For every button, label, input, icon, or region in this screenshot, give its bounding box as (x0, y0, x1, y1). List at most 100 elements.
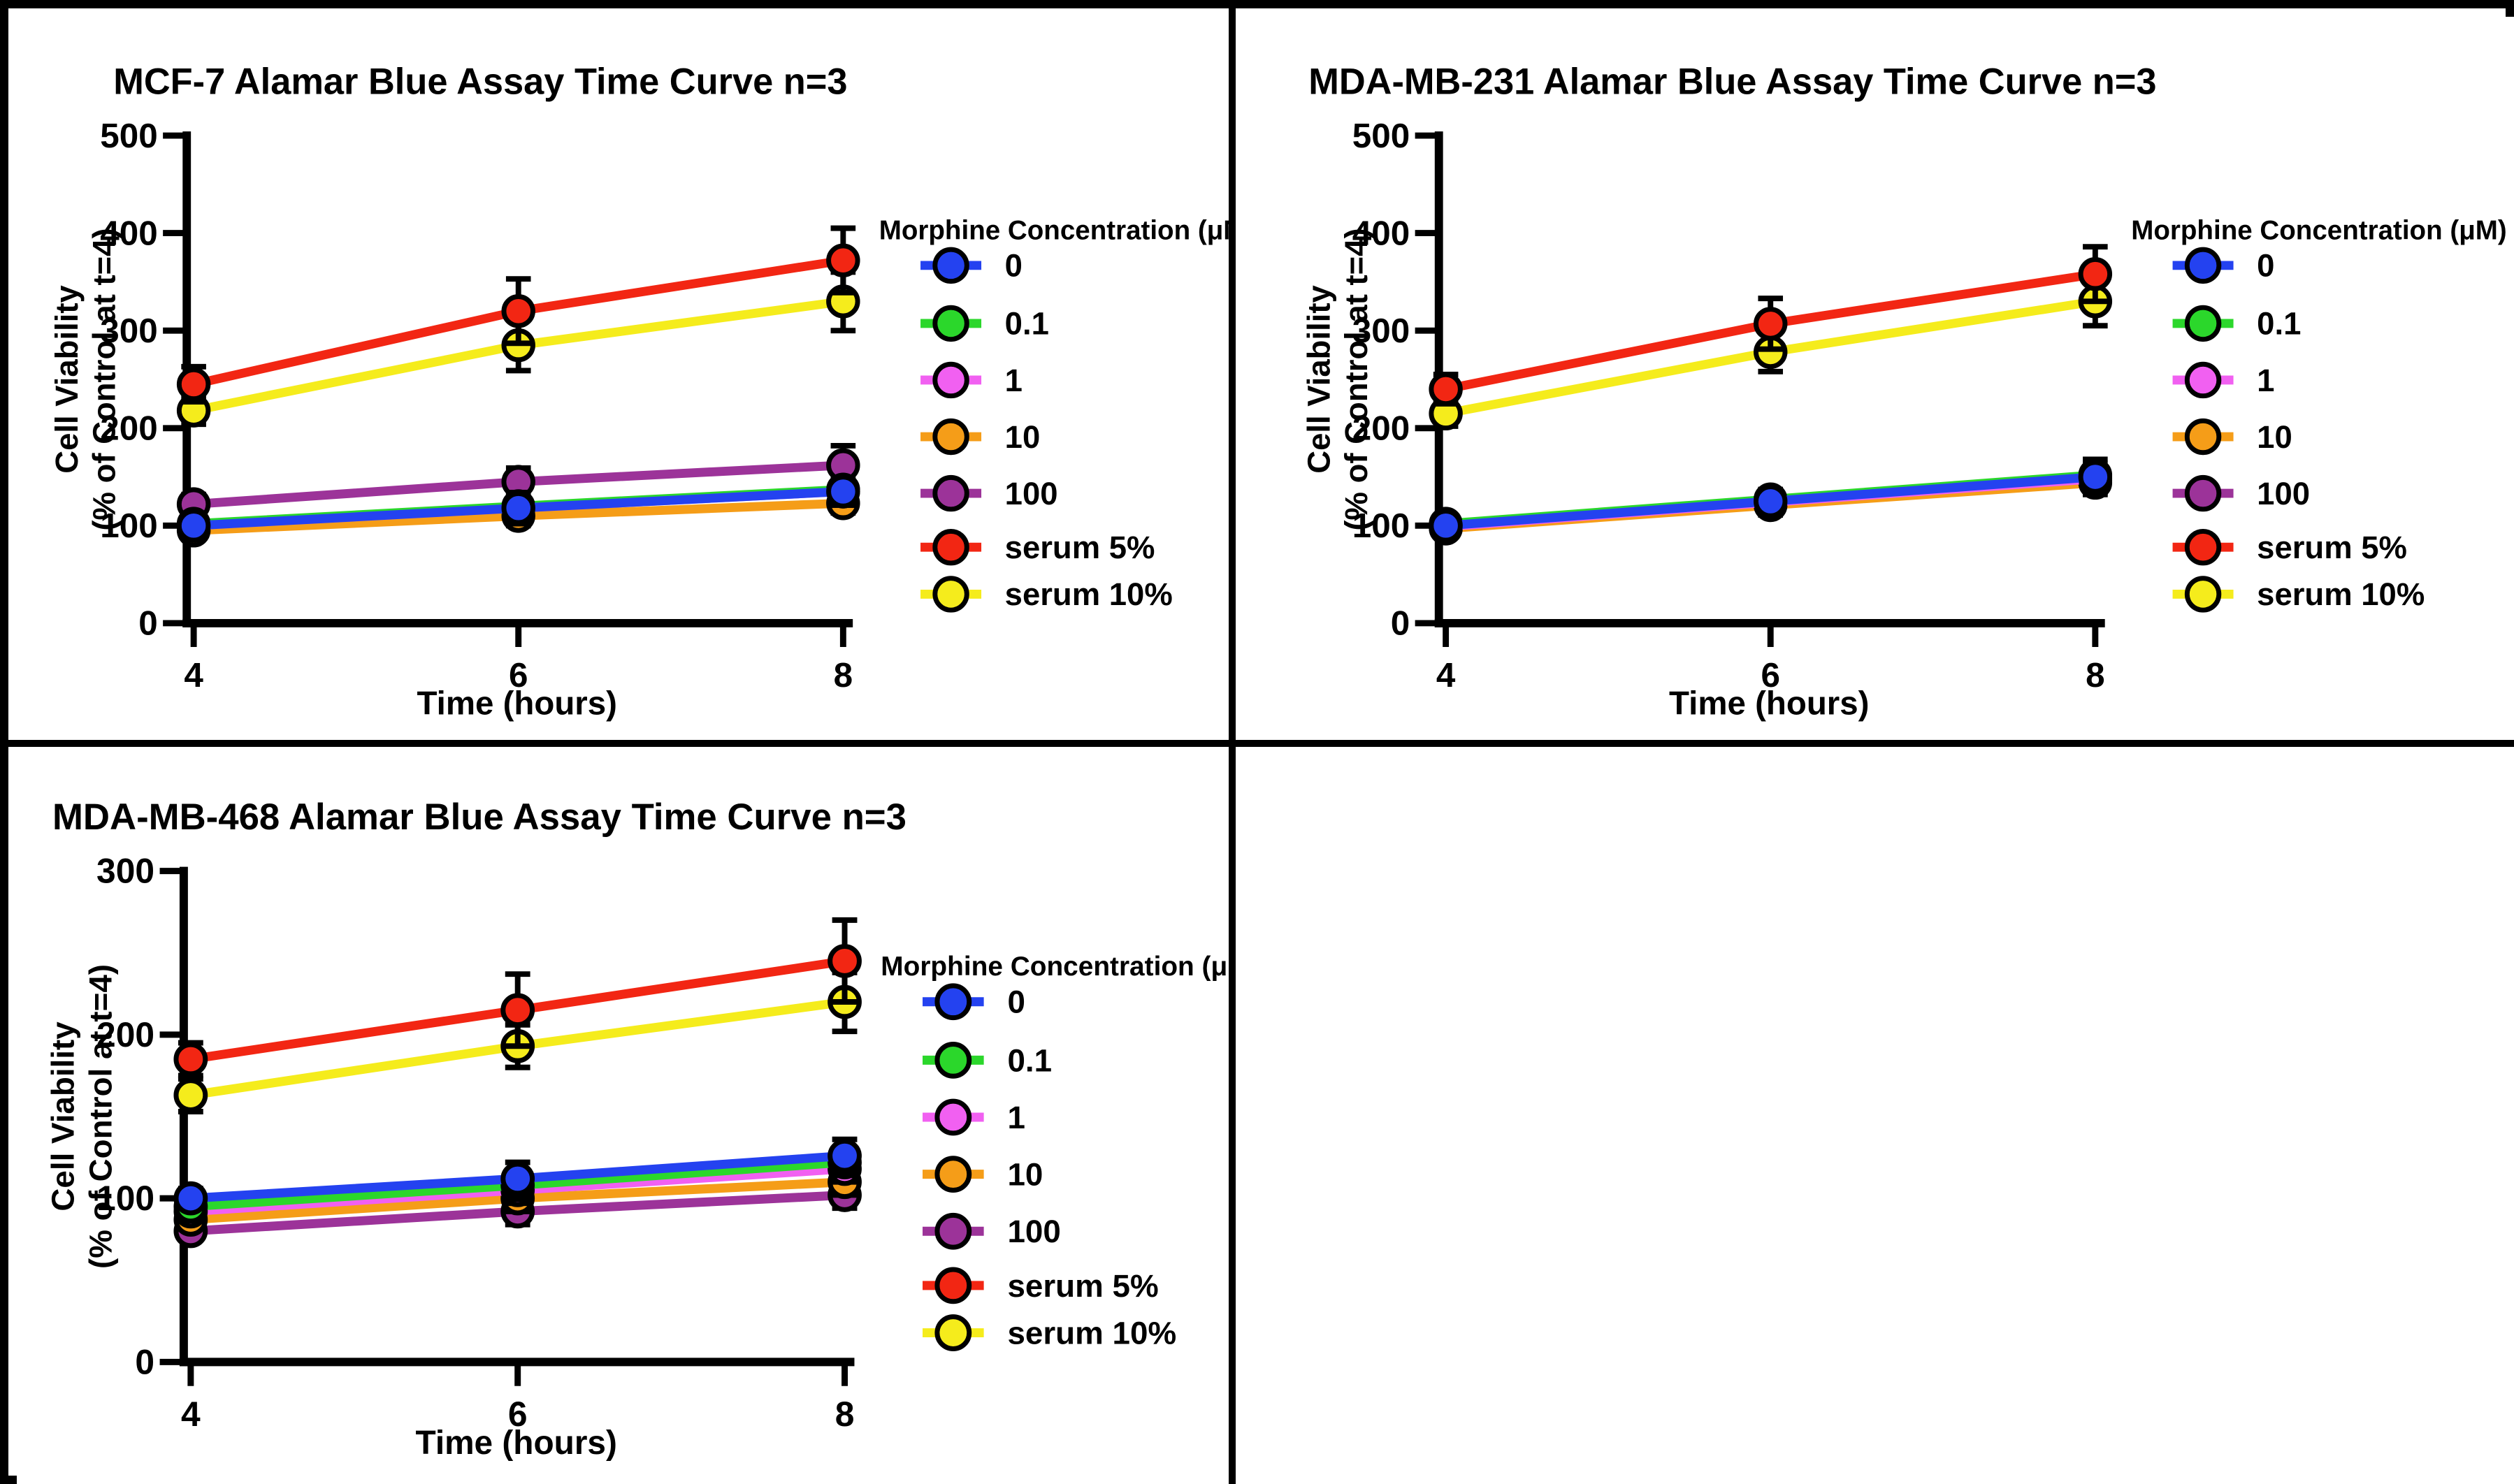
legend-title: Morphine Concentration (μM) (2131, 215, 2507, 245)
legend-label: 0.1 (1005, 306, 1049, 342)
legend-title: Morphine Concentration (μM) (881, 952, 1229, 982)
axes (1415, 131, 2105, 648)
series-serum 5% (1429, 244, 2113, 407)
series-0 (173, 1136, 862, 1216)
legend: Morphine Concentration (μM)0 0.1 1 10 100 ser… (879, 215, 1229, 613)
data-point-marker (173, 1181, 208, 1216)
data-point-marker (2078, 460, 2113, 494)
x-axis-tick-label: 8 (835, 1395, 855, 1434)
legend-label: serum 5% (1005, 530, 1155, 565)
legend: Morphine Concentration (μM)0 0.1 1 10 100 ser… (2131, 215, 2507, 613)
data-point-marker (828, 1138, 862, 1173)
data-point-marker (176, 367, 211, 402)
legend-label: 0.1 (2257, 306, 2301, 342)
x-axis-tick-label: 8 (2086, 656, 2104, 694)
legend-marker-icon (2184, 576, 2222, 613)
legend-label: serum 10% (1007, 1315, 1176, 1351)
y-axis-tick-label: 0 (138, 604, 157, 643)
legend-marker-icon (932, 529, 969, 566)
y-axis-tick-label: 300 (100, 312, 157, 350)
y-axis-tick-label: 200 (96, 1015, 154, 1054)
horizontal-divider (8, 740, 2506, 747)
y-axis-label-line2: (% of Control at t=4) (86, 228, 122, 530)
y-axis-tick-label: 300 (1352, 312, 1410, 350)
panel-mcf7: 0 100 200 300 400 500 4 6 8 MCF-7 Alamar Blue Ass… (17, 17, 1229, 740)
data-point-marker (1754, 307, 1788, 341)
y-axis-label-line2: (% of Control at t=4) (82, 964, 118, 1269)
legend-marker-icon (932, 474, 969, 512)
legend-marker-icon (2184, 361, 2222, 399)
x-axis-tick-label: 6 (1761, 656, 1779, 694)
legend-label: 10 (2257, 419, 2292, 455)
y-axis-label-line1: Cell Viability (49, 285, 85, 474)
chart-title: MDA-MB-231 Alamar Blue Assay Time Curve … (1308, 62, 2156, 103)
x-axis-label: Time (hours) (1669, 685, 1869, 722)
legend-marker-icon (934, 983, 972, 1021)
legend-label: serum 10% (1005, 576, 1173, 612)
data-point-marker (501, 491, 535, 525)
legend-marker-icon (2184, 305, 2222, 342)
legend-marker-icon (2184, 418, 2222, 456)
legend-marker-icon (2184, 474, 2222, 512)
legend-label: serum 5% (1007, 1268, 1158, 1304)
axes (159, 866, 855, 1386)
x-axis-tick-label: 4 (181, 1395, 201, 1434)
y-axis-tick-label: 400 (1352, 214, 1410, 252)
y-axis-label-line2: (% of Control at t=4) (1338, 228, 1374, 530)
data-point-marker (1429, 372, 1463, 407)
panel-mda-mb-231: 0 100 200 300 400 500 4 6 8 MDA-MB-231 Alamar Blu… (1236, 17, 2514, 740)
y-axis-tick-label: 100 (96, 1179, 154, 1218)
y-axis-tick-label: 0 (1391, 604, 1410, 643)
legend-label: 1 (2257, 363, 2274, 398)
y-axis-label-line1: Cell Viability (45, 1021, 81, 1212)
data-point-marker (173, 1078, 208, 1112)
y-axis-tick-label: 100 (1352, 507, 1410, 545)
legend-marker-icon (934, 1098, 972, 1136)
legend-marker-icon (934, 1314, 972, 1351)
series-0 (176, 474, 860, 543)
legend-label: 0 (1005, 248, 1023, 284)
legend-label: 1 (1005, 363, 1023, 398)
legend-label: 0 (2257, 248, 2274, 284)
legend-marker-icon (932, 361, 969, 399)
series-0 (1429, 456, 2113, 543)
legend-label: 100 (1007, 1214, 1060, 1249)
x-axis-label: Time (hours) (416, 1425, 617, 1462)
y-axis-tick-label: 500 (1352, 117, 1410, 155)
legend-title: Morphine Concentration (μM) (879, 215, 1229, 245)
panel-mda-mb-468: 0 100 200 300 4 6 8 MDA-MB-468 Alamar Blue Assa… (17, 747, 1229, 1484)
y-axis-tick-label: 200 (100, 409, 157, 448)
chart-title: MDA-MB-468 Alamar Blue Assay Time Curve … (52, 796, 906, 838)
legend-label: serum 5% (2257, 530, 2407, 565)
data-point-marker (176, 509, 211, 543)
data-point-marker (173, 1042, 208, 1077)
x-axis-tick-label: 4 (1436, 656, 1456, 694)
legend-marker-icon (932, 305, 969, 342)
data-point-marker (501, 294, 535, 328)
x-axis-label: Time (hours) (417, 685, 617, 722)
legend-marker-icon (934, 1212, 972, 1250)
legend-marker-icon (932, 247, 969, 284)
x-axis-tick-label: 4 (184, 656, 203, 694)
x-axis-tick-label: 6 (508, 1395, 528, 1434)
legend-marker-icon (932, 418, 969, 456)
data-point-marker (500, 993, 535, 1028)
legend-label: serum 10% (2257, 576, 2425, 612)
legend-label: 10 (1007, 1157, 1043, 1193)
y-axis-tick-label: 400 (100, 214, 157, 252)
data-point-marker (826, 243, 860, 277)
axes (163, 131, 853, 648)
legend-label: 10 (1005, 419, 1041, 455)
y-axis-tick-label: 0 (135, 1342, 154, 1381)
y-axis-tick-label: 300 (96, 852, 154, 891)
series-serum 5% (173, 917, 862, 1079)
x-axis-tick-label: 6 (509, 656, 528, 694)
chart-title: MCF-7 Alamar Blue Assay Time Curve n=3 (113, 62, 847, 103)
legend-marker-icon (934, 1041, 972, 1079)
empty-quadrant (1236, 747, 2514, 1484)
legend-marker-icon (2184, 529, 2222, 566)
vertical-divider (1229, 8, 1236, 1476)
